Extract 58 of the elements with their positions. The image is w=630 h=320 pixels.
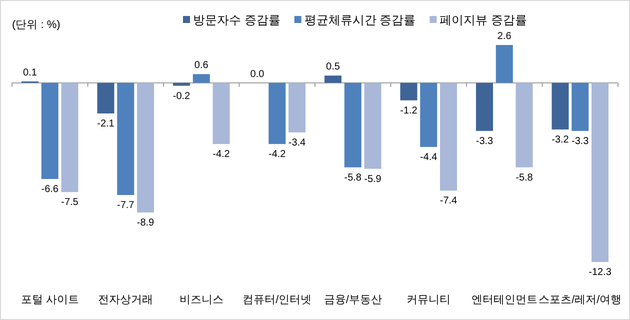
data-label: -7.7 xyxy=(117,200,135,212)
data-label: -7.4 xyxy=(440,196,458,207)
bar xyxy=(41,82,58,179)
bar xyxy=(212,82,230,144)
bar xyxy=(440,82,458,191)
data-label: -4.2 xyxy=(212,149,230,160)
data-label: -5.9 xyxy=(364,174,382,185)
bar xyxy=(552,82,569,130)
data-label: -4.2 xyxy=(268,149,286,160)
data-label: -12.3 xyxy=(588,267,612,278)
data-label: -8.9 xyxy=(136,217,155,228)
bar xyxy=(61,82,78,192)
data-label: -6.6 xyxy=(41,184,59,195)
bar xyxy=(288,82,306,132)
data-label: 2.6 xyxy=(497,31,512,42)
data-label: -3.2 xyxy=(552,134,570,146)
bar xyxy=(496,45,513,83)
data-label: 0.0 xyxy=(250,68,265,80)
legend-label: 평균체류시간 증감률 xyxy=(304,13,416,27)
data-label: 0.1 xyxy=(23,67,38,78)
bar xyxy=(344,82,362,168)
bar xyxy=(516,82,533,168)
bar xyxy=(172,82,190,86)
bar xyxy=(117,82,134,196)
data-label: -7.5 xyxy=(61,197,79,208)
bar xyxy=(268,82,286,144)
data-label: -0.2 xyxy=(172,90,191,102)
text: (단위 : %) xyxy=(12,19,60,31)
legend-label: 방문자수 증감률 xyxy=(193,13,280,27)
x-tick-label: 전자상거래 xyxy=(98,294,154,306)
data-label: -1.2 xyxy=(400,105,418,116)
x-tick-label: 금융/부동산 xyxy=(324,294,382,306)
x-tick-label: 스포츠/레저/여행 xyxy=(538,294,622,306)
bar xyxy=(137,82,154,212)
x-tick-label: 엔터테인먼트 xyxy=(471,294,538,306)
bar xyxy=(420,82,438,147)
x-tick-label: 커뮤니티 xyxy=(406,294,451,306)
x-tick-label: 포털 사이트 xyxy=(20,294,79,306)
data-label: -3.3 xyxy=(572,136,590,147)
bar xyxy=(192,74,210,83)
data-label: 0.6 xyxy=(194,60,209,72)
bar xyxy=(476,82,493,131)
x-tick-label: 비즈니스 xyxy=(179,294,224,306)
legend-label: 페이지뷰 증감률 xyxy=(440,13,528,27)
bar xyxy=(400,82,418,100)
bar xyxy=(592,82,609,262)
data-label: -3.3 xyxy=(476,136,494,147)
data-label: 0.5 xyxy=(326,62,340,73)
bar xyxy=(572,82,589,131)
data-label: -3.4 xyxy=(288,137,306,148)
bar xyxy=(364,82,382,169)
bar xyxy=(97,82,114,114)
x-tick-label: 컴퓨터/인터넷 xyxy=(242,294,312,306)
data-label: -5.8 xyxy=(344,172,362,184)
data-label: -2.1 xyxy=(97,118,115,130)
data-label: -4.4 xyxy=(420,152,438,163)
bar xyxy=(324,76,342,83)
data-label: -5.8 xyxy=(516,172,534,184)
